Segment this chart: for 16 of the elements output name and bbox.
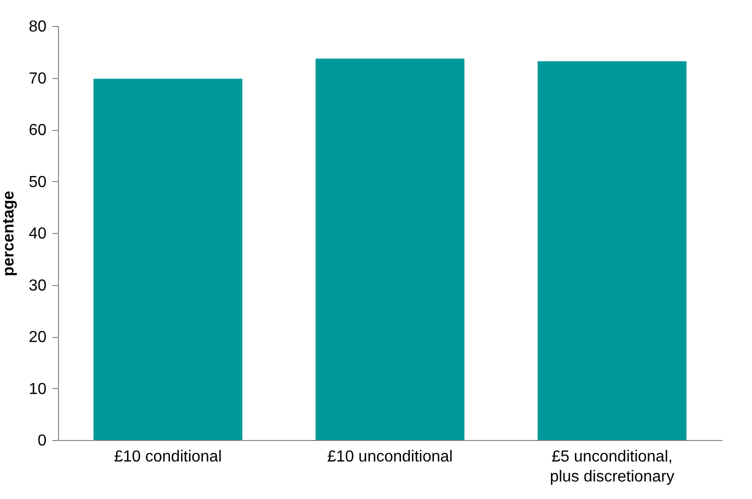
y-tick-label: 70 — [28, 70, 47, 88]
y-tick-label: 50 — [28, 174, 47, 191]
y-axis-title: percentage — [0, 190, 18, 276]
y-tick-label: 40 — [28, 226, 47, 242]
y-tick-label: 60 — [28, 122, 47, 139]
bar — [94, 78, 242, 440]
y-tick-label: 20 — [28, 329, 47, 346]
x-tick-label: £10 unconditional — [327, 448, 453, 466]
y-tick-label: 30 — [28, 277, 47, 294]
y-tick-label: 0 — [38, 432, 47, 450]
y-tick-label: 80 — [28, 18, 47, 36]
y-tick-label: 10 — [28, 380, 47, 398]
x-tick-label: £10 conditional — [114, 448, 222, 466]
bar — [538, 61, 686, 440]
bar — [316, 58, 464, 440]
x-tick-label: £5 unconditional, plus discretionary — [550, 448, 674, 486]
